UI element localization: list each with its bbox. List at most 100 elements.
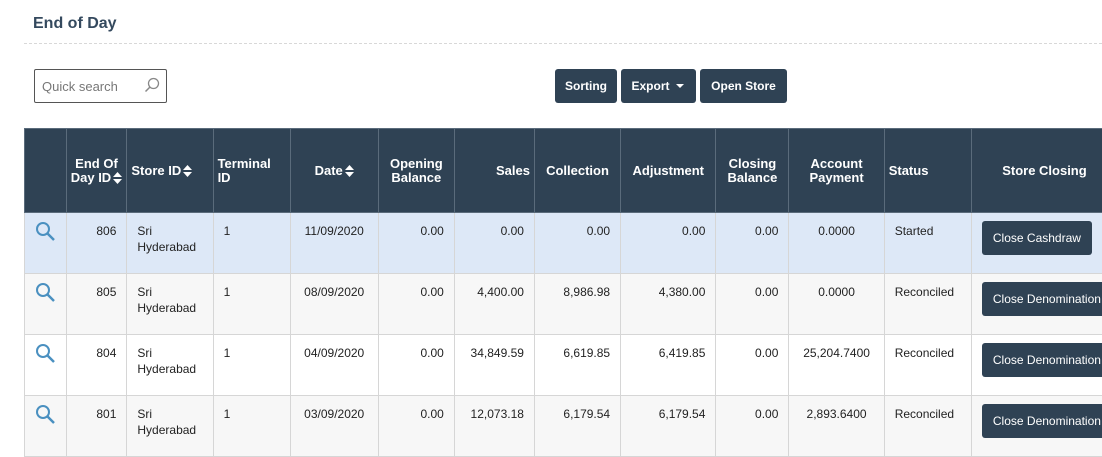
button-label: Export: [631, 79, 669, 93]
table-cell: Sri Hyderabad: [127, 396, 213, 457]
table-cell: 03/09/2020: [290, 396, 378, 457]
table-cell: 0.00: [716, 396, 789, 457]
table-cell: 0.0000: [789, 213, 884, 274]
table-cell: 0.00: [534, 213, 620, 274]
column-header: Opening Balance: [390, 156, 443, 185]
sort-icon[interactable]: [345, 165, 354, 177]
column-header: Collection: [546, 163, 609, 178]
search-box[interactable]: Quick search: [34, 69, 167, 103]
table-cell: 0.00: [378, 274, 454, 335]
action-cell: Close Denomination: [971, 274, 1102, 335]
column-header: Sales: [496, 163, 530, 178]
header-cell: Terminal ID: [213, 129, 290, 213]
header-cell: Status: [884, 129, 971, 213]
dropdown-caret: [670, 82, 686, 90]
table-cell: 2,893.6400: [789, 396, 884, 457]
table-cell: 0.0000: [789, 274, 884, 335]
table-cell: 8,986.98: [534, 274, 620, 335]
table-cell: 11/09/2020: [290, 213, 378, 274]
table-cell: 4,400.00: [454, 274, 534, 335]
action-cell: Close Denomination: [971, 396, 1102, 457]
view-cell: [25, 274, 67, 335]
column-header: Store ID: [131, 163, 181, 178]
table-cell: 1: [213, 335, 290, 396]
table-cell: 804: [66, 335, 127, 396]
export-button[interactable]: Export: [621, 69, 696, 103]
table-cell: 0.00: [621, 213, 716, 274]
header-cell: Collection: [534, 129, 620, 213]
close-button[interactable]: Close Denomination: [982, 343, 1102, 377]
table-cell: 1: [213, 274, 290, 335]
table-cell: 4,380.00: [621, 274, 716, 335]
header-cell: Adjustment: [621, 129, 716, 213]
page: End of Day Quick search Sorting Export O…: [0, 0, 1102, 414]
view-icon[interactable]: [35, 404, 57, 426]
table-cell: 0.00: [378, 213, 454, 274]
table-cell: 08/09/2020: [290, 274, 378, 335]
header-cell: Sales: [454, 129, 534, 213]
close-button[interactable]: Close Cashdraw: [982, 221, 1092, 255]
view-cell: [25, 335, 67, 396]
end-of-day-table: End Of Day ID Store ID Terminal ID Date Open…: [24, 128, 1102, 457]
table-cell: Sri Hyderabad: [127, 274, 213, 335]
view-icon[interactable]: [35, 282, 57, 304]
view-icon[interactable]: [35, 343, 57, 365]
table-cell: 25,204.7400: [789, 335, 884, 396]
table-cell: 0.00: [716, 274, 789, 335]
table-cell: 6,619.85: [534, 335, 620, 396]
header-cell: Opening Balance: [378, 129, 454, 213]
close-button[interactable]: Close Denomination: [982, 282, 1102, 316]
header-cell: Account Payment: [789, 129, 884, 213]
sort-icon[interactable]: [113, 172, 122, 184]
table-cell: 04/09/2020: [290, 335, 378, 396]
page-title: End of Day: [33, 15, 117, 33]
table-cell: Sri Hyderabad: [127, 213, 213, 274]
table-cell: 1: [213, 213, 290, 274]
table-cell: Reconciled: [884, 396, 971, 457]
sort-icon[interactable]: [183, 165, 192, 177]
column-header: Closing Balance: [727, 156, 777, 185]
view-cell: [25, 396, 67, 457]
table-cell: Reconciled: [884, 274, 971, 335]
table-cell: 0.00: [716, 213, 789, 274]
header-cell: End Of Day ID: [66, 129, 127, 213]
table-cell: Reconciled: [884, 335, 971, 396]
close-button[interactable]: Close Denomination: [982, 404, 1102, 438]
action-cell: Close Cashdraw: [971, 213, 1102, 274]
table-cell: 1: [213, 396, 290, 457]
header-cell: Closing Balance: [716, 129, 789, 213]
header-cell: Store Closing: [971, 129, 1102, 213]
column-header: Status: [889, 163, 929, 178]
table-cell: 0.00: [716, 335, 789, 396]
table-cell: 6,179.54: [534, 396, 620, 457]
divider: [24, 43, 1102, 44]
column-header: Date: [315, 163, 343, 178]
table-cell: 0.00: [378, 396, 454, 457]
action-cell: Close Denomination: [971, 335, 1102, 396]
table-cell: 0.00: [454, 213, 534, 274]
sorting-button[interactable]: Sorting: [555, 69, 617, 103]
column-header: Adjustment: [633, 163, 705, 178]
table-cell: 12,073.18: [454, 396, 534, 457]
column-header: Account Payment: [809, 156, 863, 185]
column-header: End Of Day ID: [71, 156, 118, 185]
table-cell: Started: [884, 213, 971, 274]
table-cell: 801: [66, 396, 127, 457]
search-placeholder: Quick search: [42, 79, 118, 94]
open-store-button[interactable]: Open Store: [700, 69, 787, 103]
column-header: Terminal ID: [218, 156, 271, 185]
table-cell: 0.00: [378, 335, 454, 396]
table-cell: 34,849.59: [454, 335, 534, 396]
view-icon[interactable]: [35, 221, 57, 243]
table-cell: Sri Hyderabad: [127, 335, 213, 396]
header-cell: Store ID: [127, 129, 213, 213]
header-cell: [25, 129, 67, 213]
search-icon: [144, 77, 160, 93]
view-cell: [25, 213, 67, 274]
table-cell: 805: [66, 274, 127, 335]
table-cell: 6,419.85: [621, 335, 716, 396]
